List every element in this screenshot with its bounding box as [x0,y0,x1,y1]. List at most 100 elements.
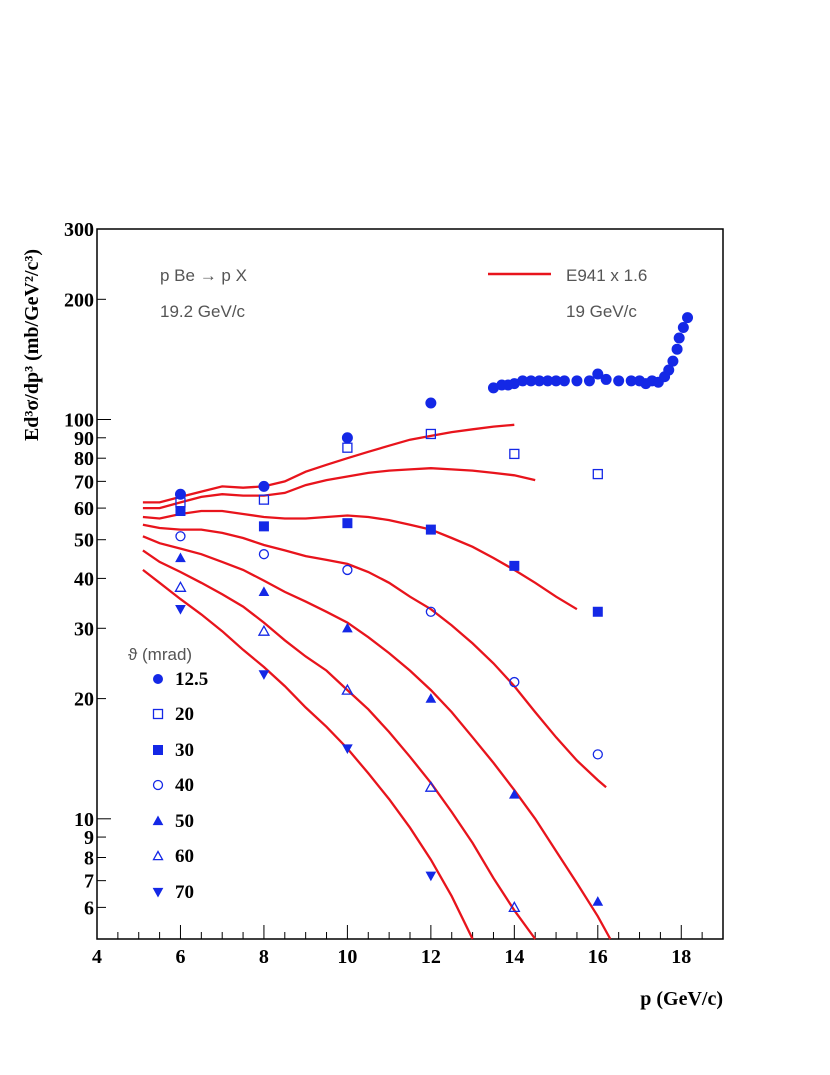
y-tick-label: 20 [74,689,94,711]
y-tick-label: 9 [84,827,94,849]
y-tick-label: 40 [74,568,94,590]
data-point-60 [341,683,354,695]
legend: 12.5 20 30 40 50 60 70 [152,669,208,903]
data-point-12.5 [174,488,186,500]
plot-frame [96,228,724,940]
data-point-30 [175,506,186,517]
data-point-12.5 [425,397,437,409]
legend-marker-70 [152,887,164,898]
model-curve [142,423,515,504]
model-legend-label: E941 x 1.6 [566,266,647,285]
beam-momentum-label: 19.2 GeV/c [160,302,246,321]
y-tick-label: 6 [84,897,94,919]
y-tick-label: 200 [64,289,94,311]
legend-label-30: 30 [175,740,194,761]
y-tick-label: 80 [74,448,94,470]
data-point-12.5 [341,432,353,444]
x-tick-label: 14 [504,946,524,968]
data-point-20 [509,448,520,460]
x-tick-label: 12 [421,946,441,968]
tick-labels: 4 6 8 10 12 14 16 18678910203040506070809010020… [64,219,691,968]
legend-marker-60 [152,850,164,861]
data-point-30 [509,560,520,571]
data-point-50 [425,693,437,703]
y-tick-label: 60 [74,498,94,520]
legend-title: ϑ (mrad) [128,645,192,664]
y-tick-label: 7 [84,871,94,893]
data-point-50 [592,896,604,906]
data-point-20 [592,468,603,480]
x-tick-label: 8 [259,946,269,968]
data-point-12.5 [663,364,675,376]
legend-marker-50 [152,815,164,826]
y-axis-label: Ed³σ/dp³ (mb/GeV²/c³) [21,249,43,441]
data-point-12.5 [571,375,583,387]
data-point-60 [174,580,187,592]
data-point-40 [258,549,270,560]
legend-label-40: 40 [175,775,194,796]
legend-marker-30 [153,745,163,755]
legend-label-12.5: 12.5 [175,669,208,690]
data-point-12.5 [258,480,270,492]
x-tick-label: 18 [671,946,691,968]
data-point-70 [425,871,437,882]
y-tick-label: 70 [74,471,94,493]
y-tick-label: 30 [74,618,94,640]
reaction-label: p Be → p X [160,266,247,285]
x-tick-label: 6 [175,946,185,968]
data-point-12.5 [667,355,679,367]
data-point-30 [258,521,269,532]
x-tick-label: 4 [92,946,102,968]
x-tick-label: 16 [588,946,608,968]
legend-label-60: 60 [175,846,194,867]
data-point-60 [508,901,521,913]
y-tick-label: 90 [74,428,94,450]
data-point-12.5 [583,375,595,387]
x-tick-label: 10 [337,946,357,968]
data-point-30 [592,606,603,617]
model-curve [142,549,537,940]
data-point-50 [175,552,186,563]
x-axis-label: p (GeV/c) [640,988,723,1010]
y-tick-label: 100 [64,410,94,432]
model-curve [142,523,607,789]
data-point-12.5 [671,343,683,355]
data-point-50 [508,789,520,799]
legend-marker-12.5 [153,674,163,684]
data-point-50 [258,586,270,597]
y-tick-label: 50 [74,530,94,552]
model-curves [142,423,612,940]
data-point-40 [592,749,603,760]
data-point-12.5 [677,321,689,333]
data-point-60 [257,624,271,636]
data-point-70 [258,670,270,680]
data-point-70 [175,605,186,615]
legend-marker-40 [152,779,164,791]
data-point-40 [509,676,520,688]
data-point-20 [425,428,437,440]
axis-ticks [96,228,724,939]
y-tick-label: 10 [74,809,94,831]
y-tick-label: 8 [84,847,94,869]
data-point-20 [258,494,270,505]
model-curve [142,467,536,510]
data-point-40 [342,564,353,576]
data-point-30 [342,518,353,529]
model-beam-label: 19 GeV/c [566,302,637,321]
data-point-12.5 [592,368,604,380]
data-point-60 [424,780,437,792]
legend-label-70: 70 [175,882,194,903]
data-point-70 [342,744,353,755]
data-point-30 [425,524,436,535]
data-point-12.5 [613,375,625,387]
legend-label-20: 20 [175,704,194,725]
data-point-50 [342,622,353,633]
model-curve [142,509,578,611]
data-point-40 [175,531,186,542]
model-curve [142,535,612,940]
data-point-20 [342,442,353,453]
data-point-40 [425,606,437,617]
data-point-12.5 [600,373,612,385]
y-tick-label: 300 [64,219,94,241]
data-markers [174,312,694,913]
